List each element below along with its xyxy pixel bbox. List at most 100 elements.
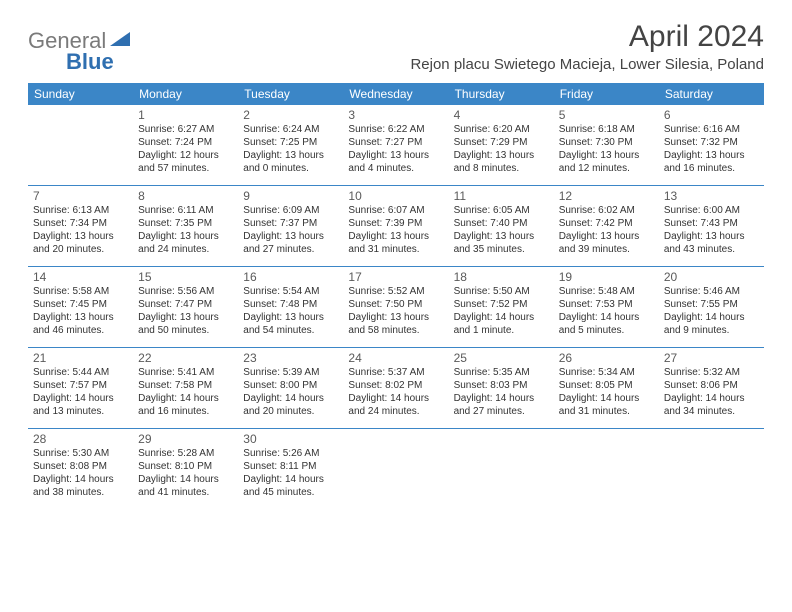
sunrise-text: Sunrise: 6:20 AM <box>454 123 549 136</box>
daylight-text: and 45 minutes. <box>243 486 338 499</box>
weekday-header-row: Sunday Monday Tuesday Wednesday Thursday… <box>28 83 764 105</box>
sunset-text: Sunset: 7:34 PM <box>33 217 128 230</box>
daylight-text: and 46 minutes. <box>33 324 128 337</box>
logo-triangle-icon <box>110 30 130 51</box>
day-number: 30 <box>243 432 338 446</box>
calendar-cell: 21Sunrise: 5:44 AMSunset: 7:57 PMDayligh… <box>28 348 133 429</box>
daylight-text: and 12 minutes. <box>559 162 654 175</box>
daylight-text: Daylight: 13 hours <box>33 230 128 243</box>
daylight-text: Daylight: 14 hours <box>33 392 128 405</box>
calendar-cell <box>28 105 133 186</box>
sunset-text: Sunset: 7:52 PM <box>454 298 549 311</box>
day-number: 4 <box>454 108 549 122</box>
daylight-text: and 39 minutes. <box>559 243 654 256</box>
daylight-text: and 4 minutes. <box>348 162 443 175</box>
sunset-text: Sunset: 7:57 PM <box>33 379 128 392</box>
daylight-text: Daylight: 13 hours <box>348 149 443 162</box>
sunset-text: Sunset: 7:40 PM <box>454 217 549 230</box>
calendar-cell: 5Sunrise: 6:18 AMSunset: 7:30 PMDaylight… <box>554 105 659 186</box>
calendar-cell: 6Sunrise: 6:16 AMSunset: 7:32 PMDaylight… <box>659 105 764 186</box>
sunset-text: Sunset: 7:30 PM <box>559 136 654 149</box>
sunset-text: Sunset: 7:50 PM <box>348 298 443 311</box>
calendar-row: 21Sunrise: 5:44 AMSunset: 7:57 PMDayligh… <box>28 348 764 429</box>
day-number: 17 <box>348 270 443 284</box>
daylight-text: Daylight: 14 hours <box>559 311 654 324</box>
daylight-text: and 31 minutes. <box>559 405 654 418</box>
day-number: 29 <box>138 432 233 446</box>
day-number: 12 <box>559 189 654 203</box>
daylight-text: and 57 minutes. <box>138 162 233 175</box>
daylight-text: and 27 minutes. <box>243 243 338 256</box>
daylight-text: and 54 minutes. <box>243 324 338 337</box>
sunset-text: Sunset: 7:55 PM <box>664 298 759 311</box>
day-number: 5 <box>559 108 654 122</box>
daylight-text: Daylight: 13 hours <box>664 230 759 243</box>
daylight-text: and 24 minutes. <box>348 405 443 418</box>
daylight-text: Daylight: 13 hours <box>138 230 233 243</box>
sunrise-text: Sunrise: 6:07 AM <box>348 204 443 217</box>
calendar-cell <box>659 429 764 510</box>
day-number: 2 <box>243 108 338 122</box>
calendar-cell: 24Sunrise: 5:37 AMSunset: 8:02 PMDayligh… <box>343 348 448 429</box>
calendar-cell: 10Sunrise: 6:07 AMSunset: 7:39 PMDayligh… <box>343 186 448 267</box>
sunrise-text: Sunrise: 6:09 AM <box>243 204 338 217</box>
daylight-text: and 16 minutes. <box>664 162 759 175</box>
daylight-text: Daylight: 14 hours <box>243 473 338 486</box>
calendar-cell: 23Sunrise: 5:39 AMSunset: 8:00 PMDayligh… <box>238 348 343 429</box>
calendar-cell: 2Sunrise: 6:24 AMSunset: 7:25 PMDaylight… <box>238 105 343 186</box>
daylight-text: and 1 minute. <box>454 324 549 337</box>
sunset-text: Sunset: 8:05 PM <box>559 379 654 392</box>
sunset-text: Sunset: 7:27 PM <box>348 136 443 149</box>
sunrise-text: Sunrise: 6:24 AM <box>243 123 338 136</box>
day-number: 15 <box>138 270 233 284</box>
weekday-header: Friday <box>554 83 659 105</box>
calendar-row: 1Sunrise: 6:27 AMSunset: 7:24 PMDaylight… <box>28 105 764 186</box>
sunset-text: Sunset: 7:39 PM <box>348 217 443 230</box>
sunset-text: Sunset: 8:03 PM <box>454 379 549 392</box>
calendar-cell: 1Sunrise: 6:27 AMSunset: 7:24 PMDaylight… <box>133 105 238 186</box>
daylight-text: Daylight: 14 hours <box>138 473 233 486</box>
calendar-cell: 3Sunrise: 6:22 AMSunset: 7:27 PMDaylight… <box>343 105 448 186</box>
day-number: 8 <box>138 189 233 203</box>
daylight-text: and 24 minutes. <box>138 243 233 256</box>
calendar-cell: 14Sunrise: 5:58 AMSunset: 7:45 PMDayligh… <box>28 267 133 348</box>
daylight-text: and 43 minutes. <box>664 243 759 256</box>
daylight-text: Daylight: 13 hours <box>33 311 128 324</box>
sunrise-text: Sunrise: 5:56 AM <box>138 285 233 298</box>
day-number: 27 <box>664 351 759 365</box>
day-number: 3 <box>348 108 443 122</box>
sunrise-text: Sunrise: 5:44 AM <box>33 366 128 379</box>
daylight-text: and 58 minutes. <box>348 324 443 337</box>
calendar-row: 7Sunrise: 6:13 AMSunset: 7:34 PMDaylight… <box>28 186 764 267</box>
day-number: 10 <box>348 189 443 203</box>
sunset-text: Sunset: 7:43 PM <box>664 217 759 230</box>
day-number: 25 <box>454 351 549 365</box>
daylight-text: Daylight: 13 hours <box>348 230 443 243</box>
day-number: 22 <box>138 351 233 365</box>
weekday-header: Thursday <box>449 83 554 105</box>
sunset-text: Sunset: 8:11 PM <box>243 460 338 473</box>
sunrise-text: Sunrise: 5:30 AM <box>33 447 128 460</box>
sunrise-text: Sunrise: 6:02 AM <box>559 204 654 217</box>
calendar-cell: 20Sunrise: 5:46 AMSunset: 7:55 PMDayligh… <box>659 267 764 348</box>
day-number: 28 <box>33 432 128 446</box>
sunrise-text: Sunrise: 6:05 AM <box>454 204 549 217</box>
weekday-header: Wednesday <box>343 83 448 105</box>
sunset-text: Sunset: 7:37 PM <box>243 217 338 230</box>
day-number: 16 <box>243 270 338 284</box>
daylight-text: and 16 minutes. <box>138 405 233 418</box>
daylight-text: and 27 minutes. <box>454 405 549 418</box>
daylight-text: and 20 minutes. <box>243 405 338 418</box>
calendar-cell <box>554 429 659 510</box>
sunset-text: Sunset: 7:25 PM <box>243 136 338 149</box>
calendar-cell: 4Sunrise: 6:20 AMSunset: 7:29 PMDaylight… <box>449 105 554 186</box>
sunset-text: Sunset: 7:58 PM <box>138 379 233 392</box>
day-number: 23 <box>243 351 338 365</box>
daylight-text: Daylight: 12 hours <box>138 149 233 162</box>
calendar-cell: 26Sunrise: 5:34 AMSunset: 8:05 PMDayligh… <box>554 348 659 429</box>
sunset-text: Sunset: 7:32 PM <box>664 136 759 149</box>
daylight-text: Daylight: 13 hours <box>559 230 654 243</box>
daylight-text: and 50 minutes. <box>138 324 233 337</box>
daylight-text: and 8 minutes. <box>454 162 549 175</box>
sunrise-text: Sunrise: 6:27 AM <box>138 123 233 136</box>
